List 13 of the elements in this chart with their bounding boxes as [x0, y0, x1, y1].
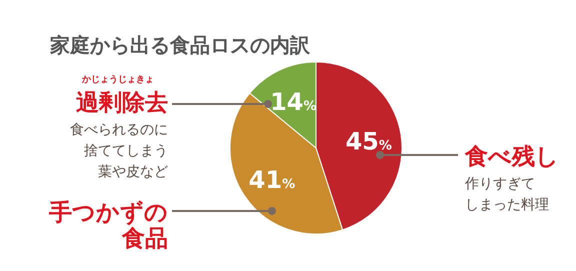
data-label: 45% [345, 128, 392, 156]
slice-label: 食べ残し [464, 144, 559, 170]
slice-label: 過剰除去 [76, 90, 168, 116]
data-label: 41% [248, 166, 296, 194]
chart-title: 家庭から出る食品ロスの内訳 [49, 33, 311, 57]
text: かじょうじょきょ [81, 74, 154, 85]
data-label: 14% [270, 88, 317, 116]
text: 葉や皮など [98, 164, 168, 180]
text: 食べられるのに [70, 122, 168, 138]
text: 捨ててしまう [84, 143, 168, 159]
slice-label: 手つかずの食品 [48, 200, 168, 252]
text: しまった料理 [465, 197, 549, 213]
text: 作りすぎて [464, 176, 535, 192]
